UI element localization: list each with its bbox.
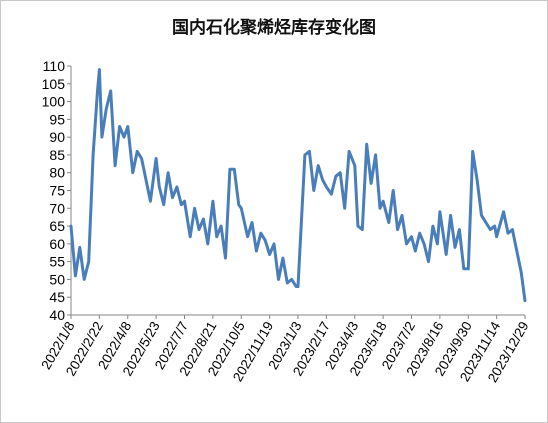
y-tick-label: 45 [49, 289, 65, 305]
y-tick-label: 105 [42, 76, 66, 92]
y-tick-label: 80 [49, 165, 65, 181]
y-tick-label: 110 [43, 58, 66, 74]
y-tick-label: 50 [49, 271, 65, 287]
y-tick-label: 40 [49, 307, 65, 323]
y-tick-label: 70 [49, 200, 65, 216]
y-tick-label: 100 [42, 94, 66, 110]
series-line-0 [69, 68, 527, 303]
y-tick-label: 85 [49, 147, 65, 163]
x-axis-ticks: 2022/1/82022/2/222022/4/82022/5/232022/7… [38, 315, 532, 385]
y-tick-label: 90 [49, 129, 65, 145]
y-tick-label: 95 [49, 111, 65, 127]
series-layer [69, 68, 527, 303]
y-tick-label: 75 [49, 183, 65, 199]
y-tick-label: 65 [49, 218, 65, 234]
y-tick-label: 60 [49, 236, 65, 252]
y-tick-label: 55 [49, 254, 65, 270]
chart-title: 国内石化聚烯烃库存变化图 [172, 18, 376, 38]
